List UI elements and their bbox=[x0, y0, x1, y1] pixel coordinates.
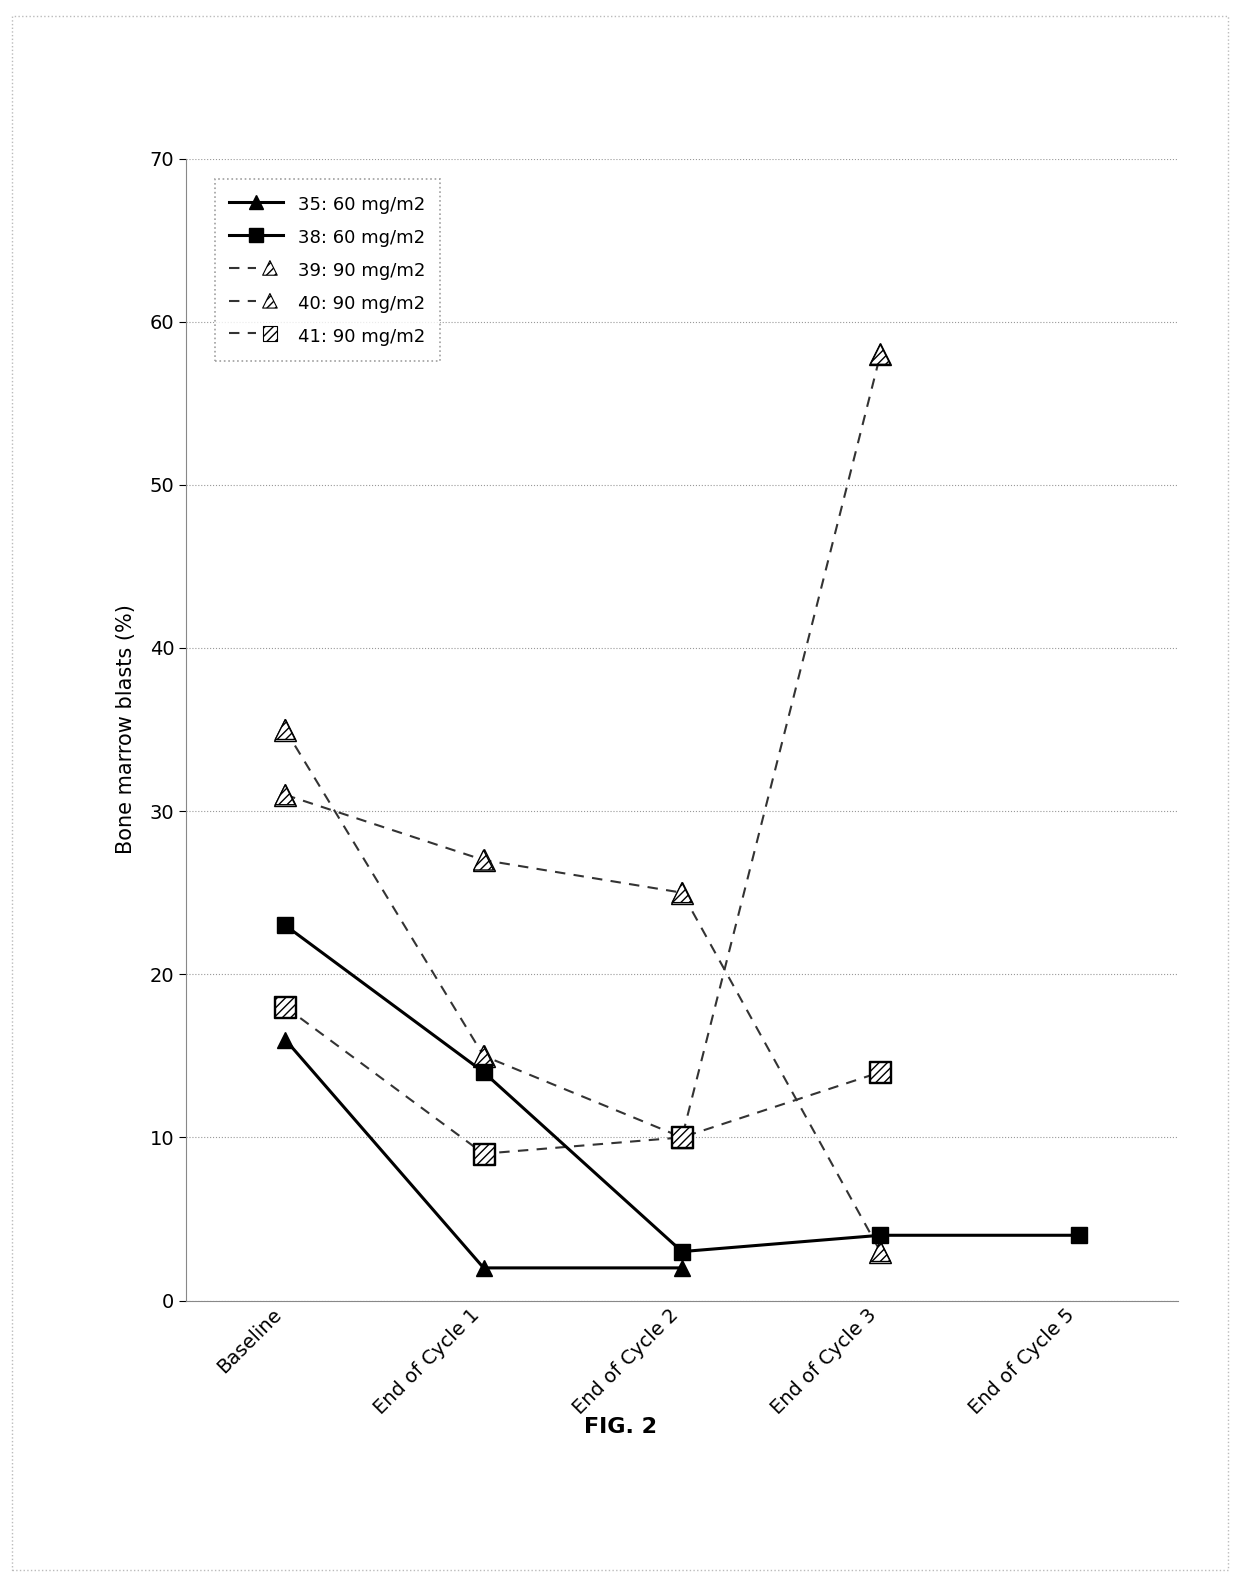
Point bbox=[474, 1044, 494, 1069]
Point bbox=[275, 717, 295, 742]
Y-axis label: Bone marrow blasts (%): Bone marrow blasts (%) bbox=[115, 604, 135, 855]
Point bbox=[870, 1239, 890, 1264]
Text: FIG. 2: FIG. 2 bbox=[584, 1418, 656, 1437]
Point bbox=[672, 880, 692, 906]
Point bbox=[672, 1124, 692, 1150]
Point bbox=[672, 1124, 692, 1150]
Point bbox=[474, 847, 494, 872]
Point bbox=[275, 782, 295, 807]
Point bbox=[275, 994, 295, 1020]
Point bbox=[870, 1059, 890, 1085]
Legend: 35: 60 mg/m2, 38: 60 mg/m2, 39: 90 mg/m2, 40: 90 mg/m2, 41: 90 mg/m2: 35: 60 mg/m2, 38: 60 mg/m2, 39: 90 mg/m2… bbox=[215, 179, 440, 362]
Point bbox=[870, 341, 890, 366]
Point bbox=[474, 1140, 494, 1166]
